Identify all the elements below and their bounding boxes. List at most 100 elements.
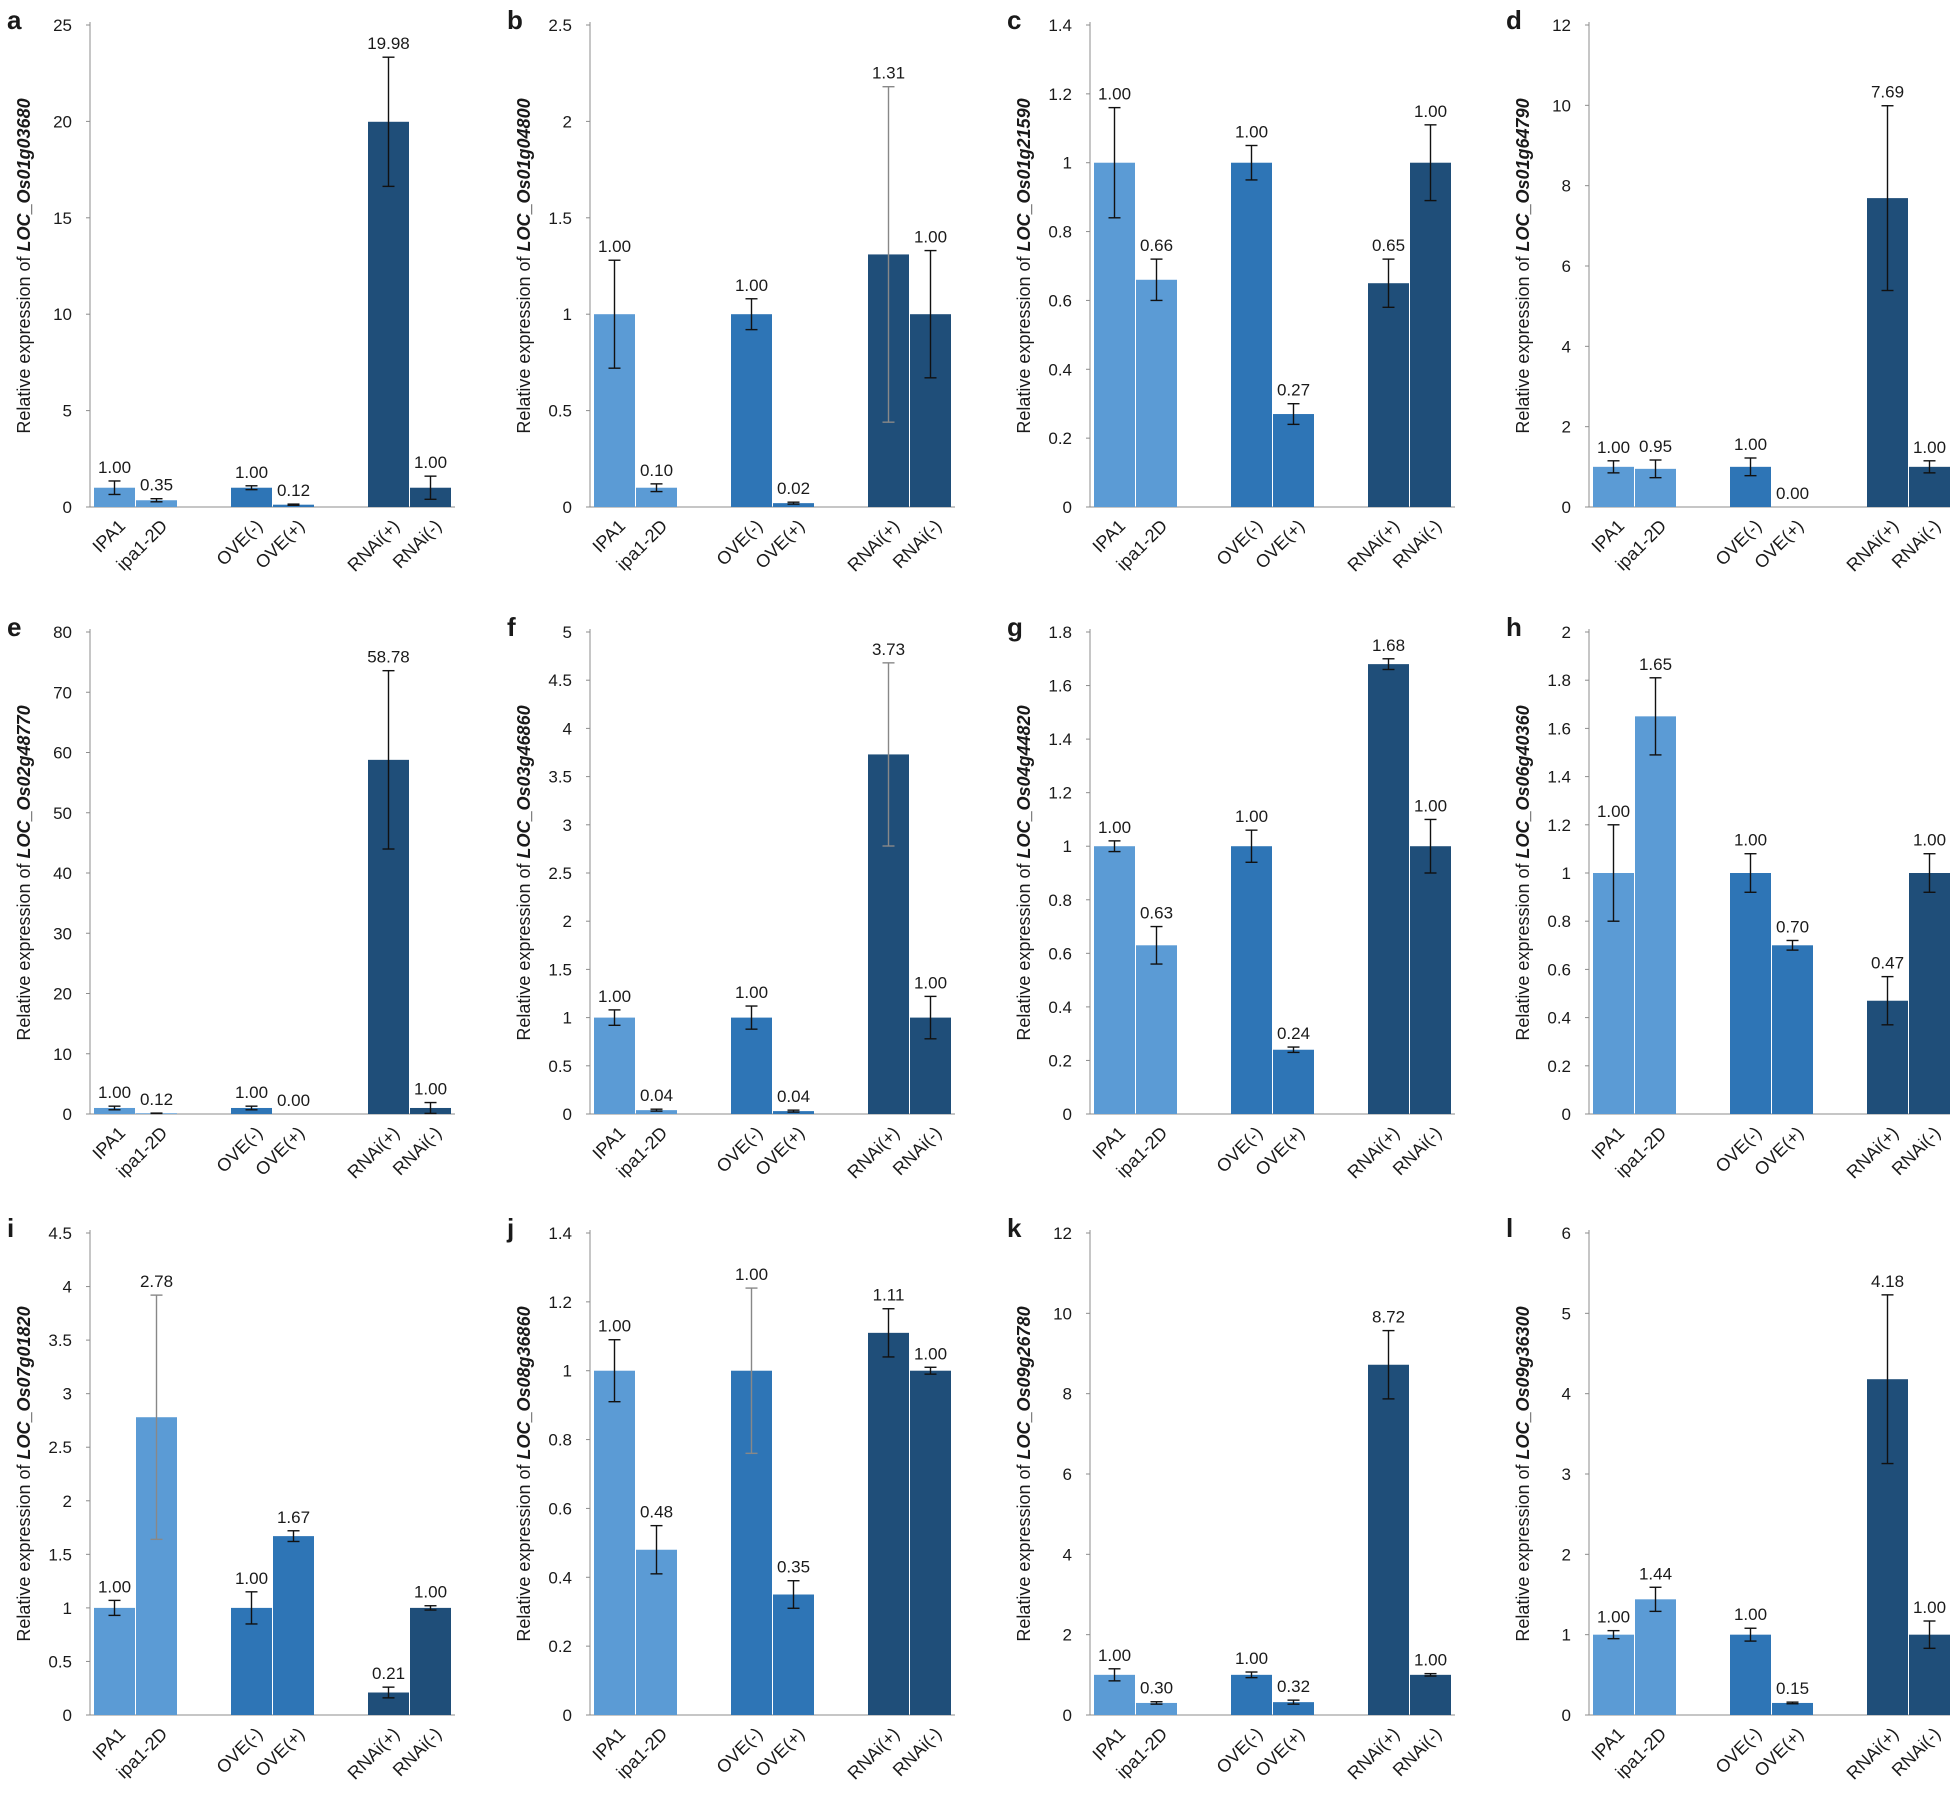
y-tick-label: 0 [63, 1105, 72, 1124]
y-tick-label: 3 [1562, 1465, 1571, 1484]
chart-panel-j: j 0 0.2 0.4 0.6 0.8 1 1.2 1.4 Relative expression… [506, 1213, 955, 1783]
chart-panel-c: c 0 0.2 0.4 0.6 0.8 1 1.2 1.4 Relative expression… [1007, 5, 1455, 575]
y-tick-label: 5 [1562, 1304, 1571, 1323]
y-tick-label: 25 [53, 16, 72, 35]
y-axis-label-prefix: Relative expression of [14, 1460, 34, 1642]
bar [1410, 1674, 1451, 1715]
y-tick-label: 0.8 [1048, 223, 1072, 242]
bar [410, 1607, 451, 1715]
y-axis-label-gene: LOC_Os01g21590 [1014, 98, 1034, 251]
y-tick-label: 1.4 [548, 1224, 572, 1243]
data-label: 0.04 [777, 1087, 810, 1106]
y-axis-label-prefix: Relative expression of [14, 252, 34, 434]
y-tick-label: 2.5 [548, 16, 572, 35]
data-label: 0.00 [277, 1091, 310, 1110]
y-tick-label: 3.5 [548, 768, 572, 787]
y-axis-label-gene: LOC_Os02g48770 [14, 705, 34, 858]
data-label: 1.00 [98, 1083, 131, 1102]
category-label: RNAi(+) [344, 516, 404, 576]
y-tick-label: 0.4 [548, 1568, 572, 1587]
y-tick-label: 50 [53, 804, 72, 823]
y-tick-label: 12 [1053, 1224, 1072, 1243]
data-label: 58.78 [367, 648, 410, 667]
data-label: 1.00 [1414, 1651, 1447, 1670]
y-tick-label: 1.6 [1048, 677, 1072, 696]
y-axis-label-prefix: Relative expression of [1014, 1460, 1034, 1642]
bar [273, 1536, 314, 1715]
y-tick-label: 0 [1562, 1706, 1571, 1725]
y-tick-label: 40 [53, 864, 72, 883]
data-label: 1.00 [1597, 438, 1630, 457]
y-axis-label-prefix: Relative expression of [1513, 252, 1533, 434]
data-label: 3.73 [872, 640, 905, 659]
y-tick-label: 1.5 [48, 1545, 72, 1564]
data-label: 1.00 [1734, 831, 1767, 850]
y-tick-label: 0.6 [1547, 960, 1571, 979]
data-label: 0.12 [277, 481, 310, 500]
y-tick-label: 1 [563, 305, 572, 324]
y-tick-label: 0.6 [548, 1499, 572, 1518]
y-axis-label-gene: LOC_Os07g01820 [14, 1306, 34, 1459]
chart-panel-b: b 0 0.5 1 1.5 2 2.5 Relative expression of LOC_… [507, 5, 955, 575]
y-tick-label: 0 [1063, 1706, 1072, 1725]
panel-letter: f [507, 612, 516, 642]
data-label: 0.24 [1277, 1024, 1310, 1043]
y-axis-label: Relative expression of LOC_Os01g21590 [1014, 98, 1034, 433]
bar [136, 500, 177, 507]
bar [1094, 162, 1135, 507]
y-tick-label: 2 [1562, 418, 1571, 437]
y-tick-label: 2.5 [548, 864, 572, 883]
y-tick-label: 0 [563, 498, 572, 517]
y-tick-label: 8 [1562, 177, 1571, 196]
y-tick-label: 2 [1063, 1626, 1072, 1645]
panel-letter: g [1007, 612, 1023, 642]
y-tick-label: 10 [1053, 1304, 1072, 1323]
data-label: 0.15 [1776, 1679, 1809, 1698]
data-label: 0.35 [777, 1558, 810, 1577]
y-tick-label: 3.5 [48, 1331, 72, 1350]
data-label: 7.69 [1871, 83, 1904, 102]
y-tick-label: 1.5 [548, 960, 572, 979]
y-axis-label: Relative expression of LOC_Os09g36300 [1513, 1306, 1533, 1641]
y-tick-label: 0.4 [1048, 998, 1072, 1017]
bar [1772, 1702, 1813, 1715]
data-label: 1.00 [1414, 102, 1447, 121]
data-label: 1.00 [914, 973, 947, 992]
bar [1593, 1634, 1634, 1715]
bar [94, 1607, 135, 1715]
panel-letter: b [507, 5, 523, 35]
bar [231, 1607, 272, 1715]
data-label: 0.30 [1140, 1679, 1173, 1698]
bar [1635, 1599, 1676, 1715]
y-tick-label: 0.8 [548, 1431, 572, 1450]
y-tick-label: 6 [1562, 1224, 1571, 1243]
data-label: 1.00 [1913, 831, 1946, 850]
data-label: 1.00 [414, 453, 447, 472]
y-tick-label: 0 [1562, 498, 1571, 517]
data-label: 1.11 [873, 1286, 905, 1305]
data-label: 1.00 [598, 987, 631, 1006]
y-tick-label: 4.5 [548, 671, 572, 690]
panel-letter: e [7, 612, 21, 642]
bar [773, 503, 814, 507]
chart-panel-d: d 0 2 4 6 8 10 12 Relative expression of LOC_Os0… [1506, 5, 1950, 575]
data-label: 1.00 [1098, 818, 1131, 837]
data-label: 1.00 [1597, 1608, 1630, 1627]
bar [1410, 162, 1451, 507]
bar [1410, 846, 1451, 1114]
data-label: 1.00 [914, 228, 947, 247]
y-tick-label: 4 [63, 1278, 72, 1297]
data-label: 0.02 [777, 479, 810, 498]
bar [1231, 846, 1272, 1114]
y-tick-label: 1 [563, 1362, 572, 1381]
data-label: 1.00 [414, 1583, 447, 1602]
panel-letter: l [1506, 1213, 1513, 1243]
y-tick-label: 1.8 [1547, 671, 1571, 690]
data-label: 1.00 [1414, 796, 1447, 815]
bar [731, 314, 772, 507]
y-tick-label: 4 [1562, 337, 1571, 356]
data-label: 0.04 [640, 1086, 673, 1105]
data-label: 2.78 [140, 1272, 173, 1291]
y-tick-label: 1.4 [1048, 730, 1072, 749]
bar [731, 1017, 772, 1114]
